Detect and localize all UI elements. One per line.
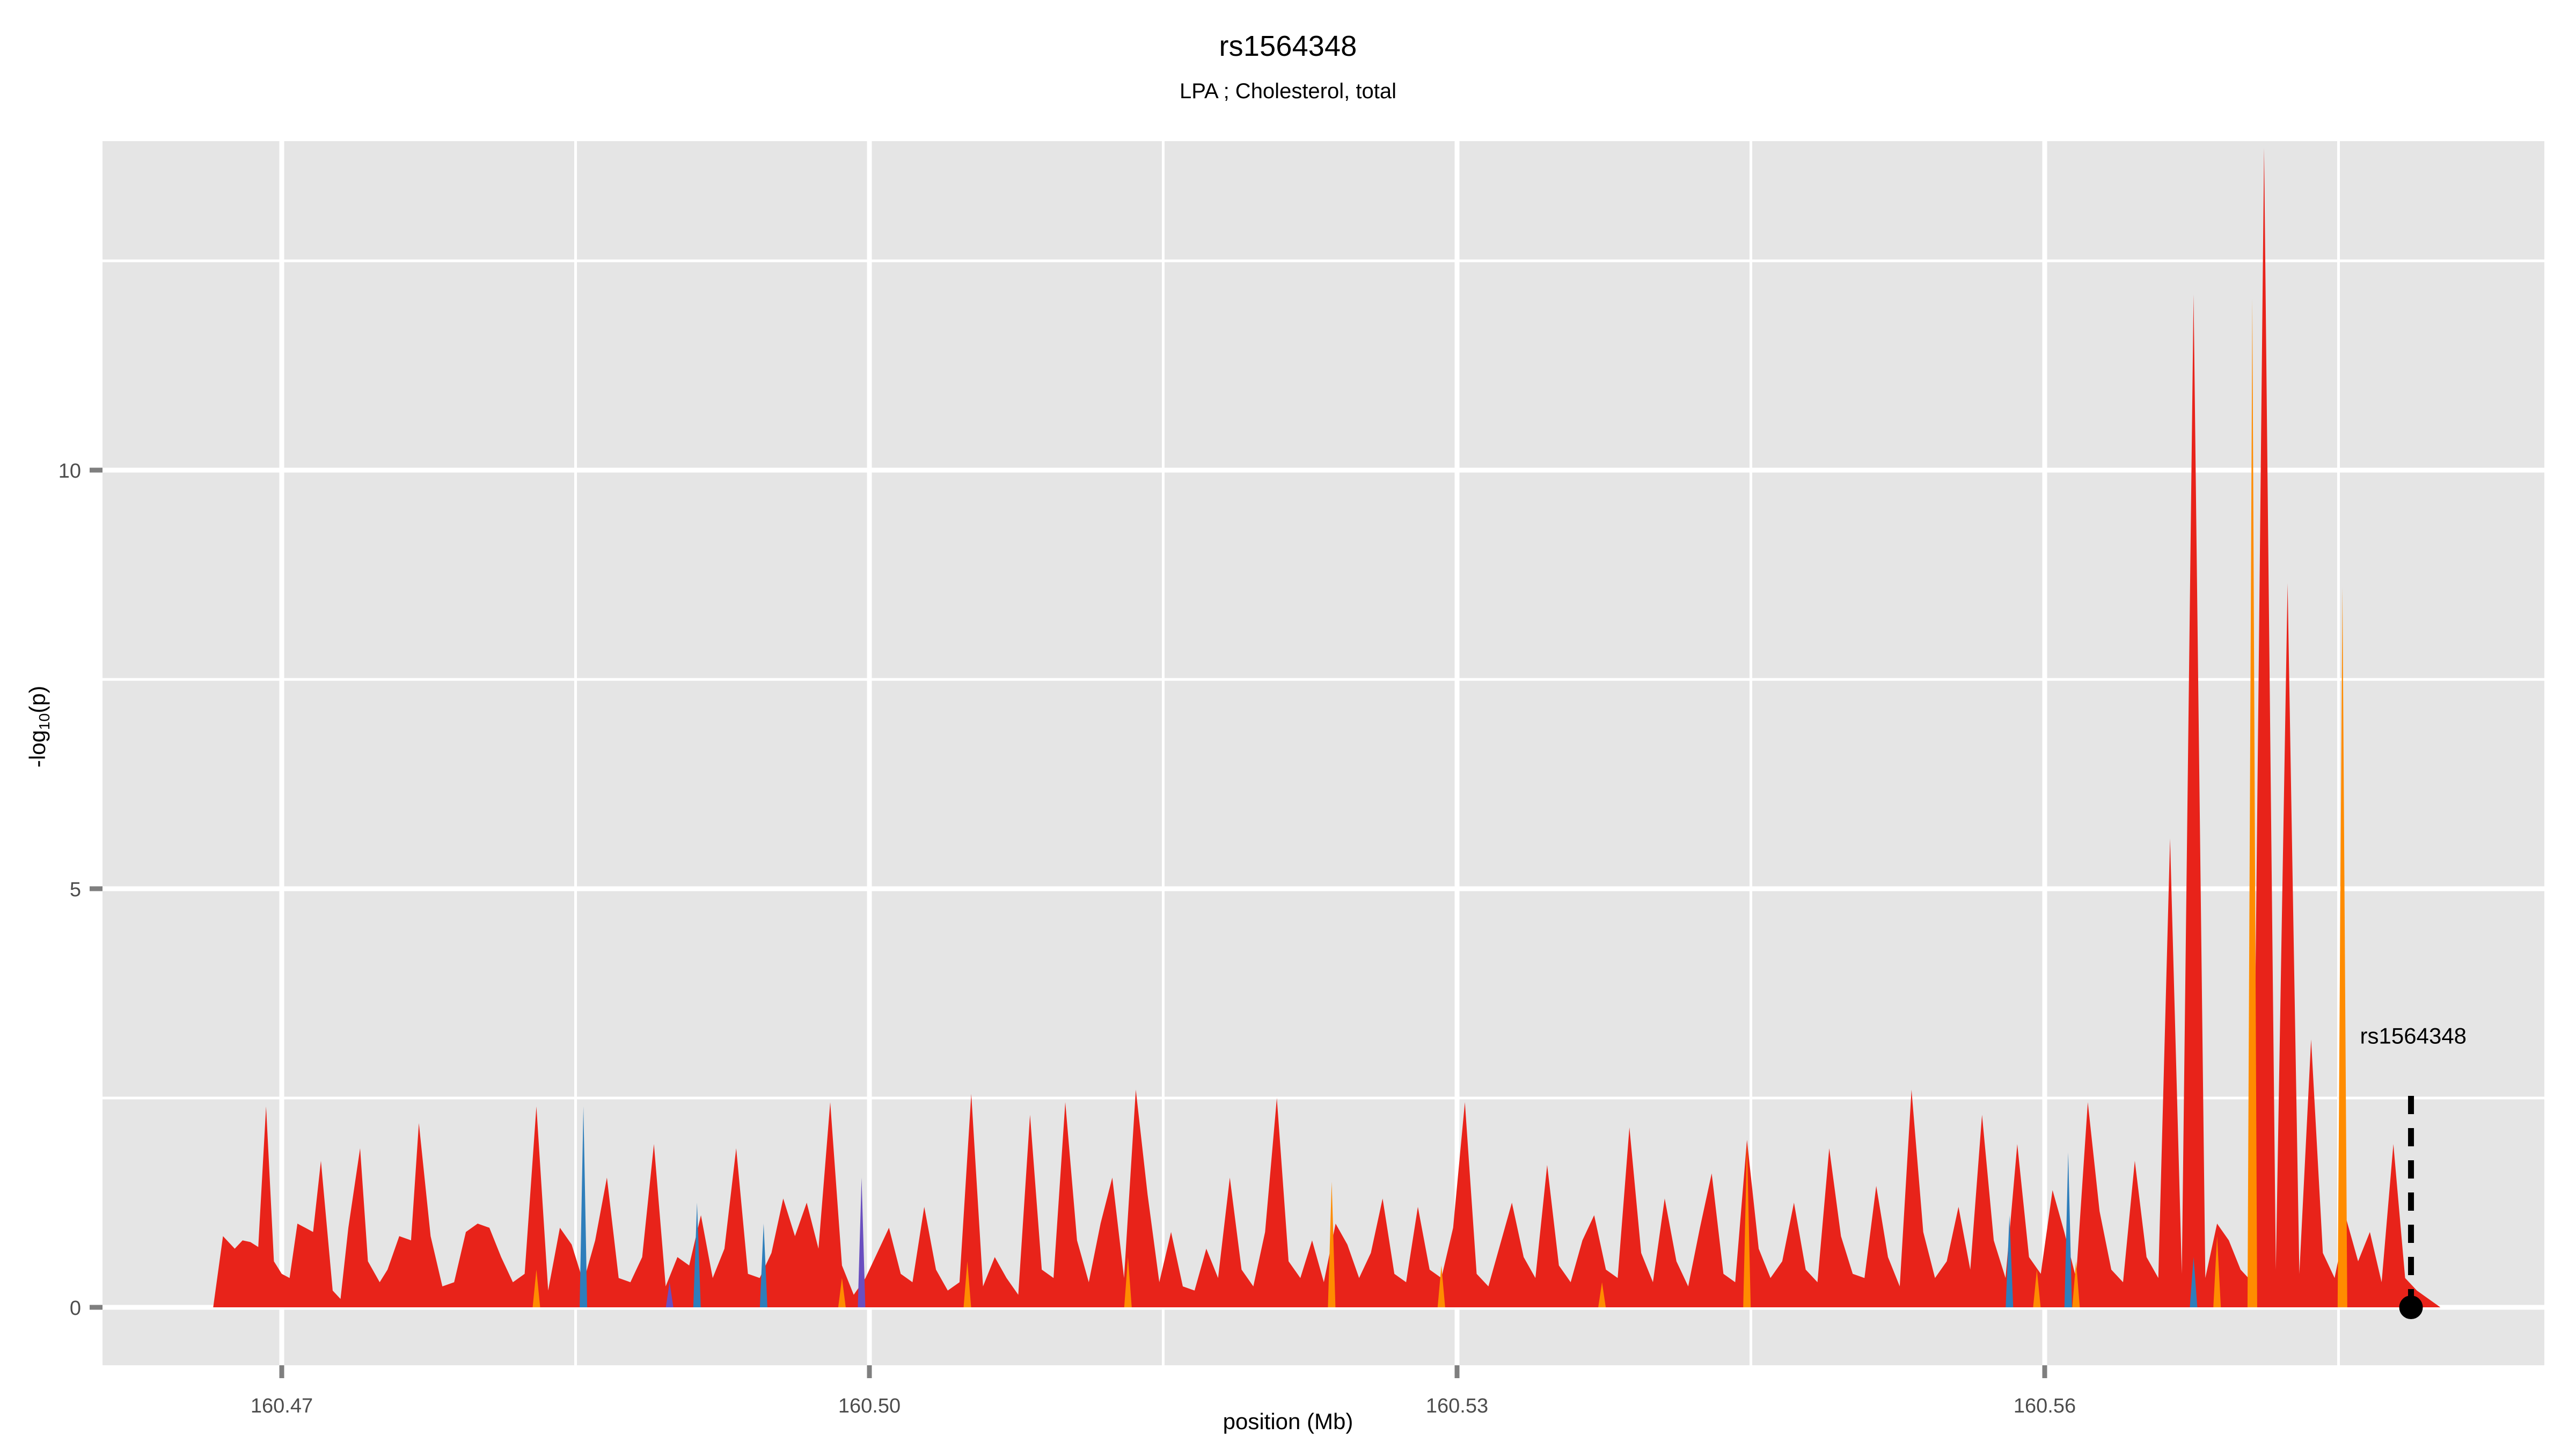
spike-series-orange bbox=[2337, 587, 2347, 1307]
spike-series-orange bbox=[2247, 298, 2257, 1308]
spike-series-blue bbox=[580, 1106, 588, 1307]
x-tick-label: 160.53 bbox=[1426, 1395, 1488, 1417]
spike-series-orange bbox=[1124, 1257, 1132, 1307]
spike-series-orange bbox=[963, 1261, 971, 1307]
spike-series-blue bbox=[693, 1203, 701, 1307]
spike-series-orange bbox=[2213, 1236, 2221, 1307]
spike-series-purple bbox=[665, 1282, 674, 1307]
spike-series-blue bbox=[2006, 1215, 2014, 1307]
spike-series-blue bbox=[2190, 1257, 2198, 1307]
x-axis-title: position (Mb) bbox=[1223, 1409, 1353, 1434]
gridlines-horizontal-minor bbox=[103, 259, 2544, 1100]
gridlines-vertical-minor bbox=[574, 141, 2340, 1365]
spike-series-blue bbox=[2064, 1152, 2072, 1307]
x-tick-label: 160.47 bbox=[251, 1395, 313, 1417]
y-axis-title-tail: (p) bbox=[25, 685, 50, 714]
snp-label: rs1564348 bbox=[2360, 1023, 2467, 1049]
spike-series-orange bbox=[1437, 1265, 1445, 1307]
spike-series-orange bbox=[532, 1269, 540, 1307]
spike-series-orange bbox=[1743, 1144, 1751, 1307]
x-tick-label: 160.50 bbox=[838, 1395, 901, 1417]
spike-series-orange bbox=[838, 1278, 846, 1307]
x-tick-label: 160.56 bbox=[2014, 1395, 2076, 1417]
y-axis-title-subscript: 10 bbox=[36, 713, 53, 730]
y-tick-label: 5 bbox=[70, 879, 81, 901]
y-axis-title: -log10(p) bbox=[25, 592, 53, 861]
x-axis-ticks: 160.47 160.50 160.53 160.56 bbox=[251, 1365, 2076, 1417]
spike-series-orange bbox=[1598, 1282, 1606, 1307]
spike-series-orange bbox=[2072, 1261, 2080, 1307]
y-tick-label: 0 bbox=[70, 1297, 81, 1320]
spike-series-purple bbox=[858, 1177, 866, 1307]
y-tick-label: 10 bbox=[58, 460, 81, 482]
y-axis-title-main: -log bbox=[25, 730, 50, 768]
snp-annotation: rs1564348 bbox=[2360, 1023, 2467, 1319]
data-series-layer bbox=[213, 148, 2441, 1308]
page-title: rs1564348 bbox=[1219, 30, 1357, 62]
y-axis-ticks: 0 5 10 bbox=[58, 460, 103, 1320]
plot-subtitle: LPA ; Cholesterol, total bbox=[1180, 79, 1396, 103]
spike-series-blue bbox=[759, 1224, 767, 1307]
spike-series-orange bbox=[2033, 1269, 2041, 1307]
snp-marker-dot[interactable] bbox=[2399, 1296, 2423, 1319]
gridlines-vertical bbox=[279, 141, 2047, 1365]
plot-panel-background bbox=[103, 141, 2544, 1365]
spike-series-orange bbox=[1328, 1182, 1336, 1307]
